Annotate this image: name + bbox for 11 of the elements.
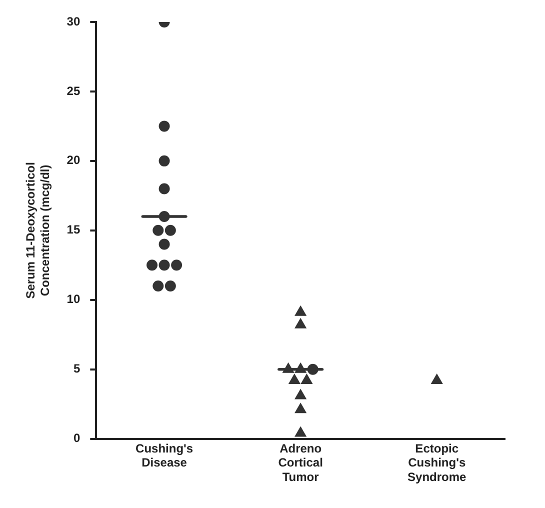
y-tick-label: 20 (66, 153, 80, 168)
x-tick-label: Adreno Cortical Tumor (278, 441, 323, 484)
y-tick-label: 5 (73, 362, 80, 376)
y-tick-label: 10 (66, 292, 80, 306)
y-tick-label: 25 (66, 84, 80, 98)
y-axis-title: Serum 11-Deoxycorticol Concentration (mcg/dl) (24, 162, 52, 299)
y-tick-label: 0 (73, 431, 80, 446)
x-tick-label: Ectopic Cushing's Syndrome (408, 441, 467, 484)
y-tick-label: 30 (66, 14, 80, 28)
y-tick-label: 15 (66, 222, 80, 237)
x-tick-label: Cushing's Disease (136, 441, 194, 470)
